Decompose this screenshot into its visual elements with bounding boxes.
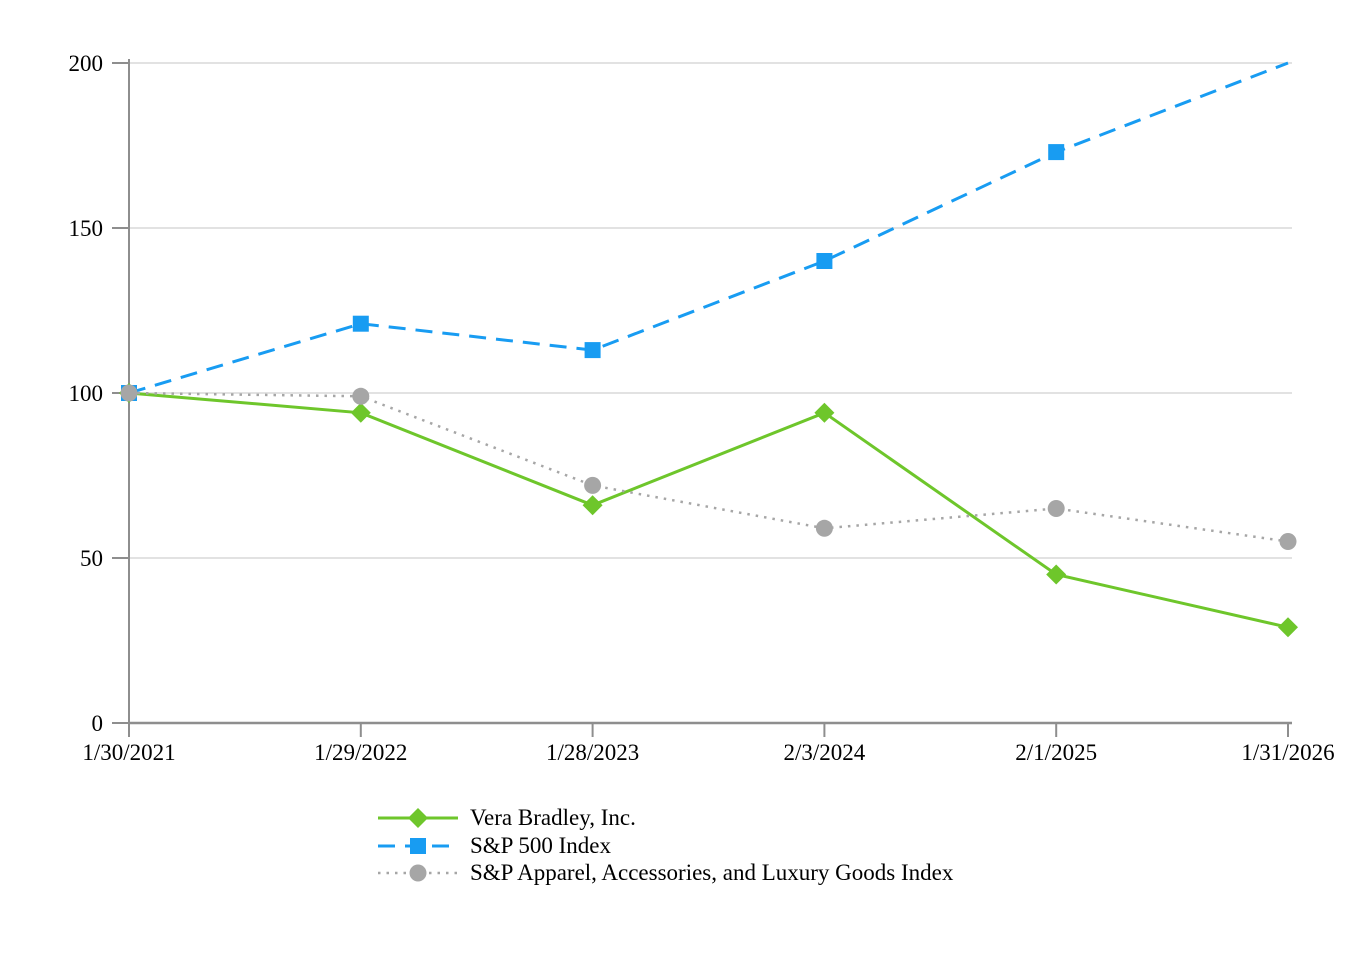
x-axis-tick-label: 1/29/2022 [314,740,407,765]
marker-circle-s-p-apparel-accessories-and-luxury-goods-index [120,384,138,402]
y-axis-tick-label: 150 [69,216,104,241]
marker-square-s-p-500-index [1048,144,1065,161]
chart-legend: Vera Bradley, Inc. S&P 500 Index S&P App… [376,804,953,887]
marker-diamond-vera-bradley-inc [1278,617,1298,638]
legend-item-vera-bradley: Vera Bradley, Inc. [376,804,953,832]
legend-label-vera-bradley: Vera Bradley, Inc. [470,804,636,830]
y-axis-tick-label: 50 [80,546,103,571]
legend-marker-diamond [408,807,428,828]
axes [112,59,1292,737]
x-axis-tick-label: 2/1/2025 [1015,740,1097,765]
series-vera-bradley-inc [119,383,1298,638]
marker-diamond-vera-bradley-inc [1046,564,1067,585]
marker-circle-s-p-apparel-accessories-and-luxury-goods-index [1279,533,1297,550]
x-axis-tick-label: 1/28/2023 [546,740,639,765]
series-line-s-p-500-index [128,61,1289,395]
marker-square-s-p-500-index [584,342,601,359]
series-s-p-apparel-accessories-and-luxury-goods-index [120,384,1297,550]
marker-diamond-vera-bradley-inc [814,402,835,423]
x-axis-tick-label: 1/31/2026 [1241,740,1334,765]
legend-marker-circle [409,864,427,882]
series-line-vera-bradley-inc [128,391,1289,629]
marker-circle-s-p-apparel-accessories-and-luxury-goods-index [815,519,833,537]
x-axis-tick-label: 2/3/2024 [784,740,866,765]
legend-label-sp500: S&P 500 Index [470,832,611,858]
gridlines [129,62,1292,559]
series-s-p-500-index [121,61,1289,401]
legend-item-sp500: S&P 500 Index [376,832,953,860]
y-axis-tick-label: 100 [69,381,104,406]
legend-line-sample-vera-bradley [378,807,458,828]
legend-line-sample-sp500 [378,837,458,854]
series-line-s-p-apparel-accessories-and-luxury-goods-index [128,391,1289,543]
x-axis-tick-label: 1/30/2021 [82,740,175,765]
legend-marker-square [410,837,426,854]
marker-circle-s-p-apparel-accessories-and-luxury-goods-index [1047,500,1065,517]
marker-diamond-vera-bradley-inc [582,495,603,516]
marker-circle-s-p-apparel-accessories-and-luxury-goods-index [584,476,602,494]
tick-labels: 0 50 100 150 200 1/30/2021 1/29/2022 1/28/2023 2… [69,51,1335,765]
marker-diamond-vera-bradley-inc [350,402,371,423]
legend-label-sp-apparel: S&P Apparel, Accessories, and Luxury Goo… [470,860,954,886]
marker-square-s-p-500-index [352,315,369,332]
marker-square-s-p-500-index [816,253,833,269]
y-axis-tick-label: 200 [69,51,104,76]
y-axis-tick-label: 0 [92,711,104,736]
legend-line-sample-sp-apparel [378,864,458,882]
marker-circle-s-p-apparel-accessories-and-luxury-goods-index [352,387,370,405]
legend-item-sp-apparel: S&P Apparel, Accessories, and Luxury Goo… [376,859,953,887]
